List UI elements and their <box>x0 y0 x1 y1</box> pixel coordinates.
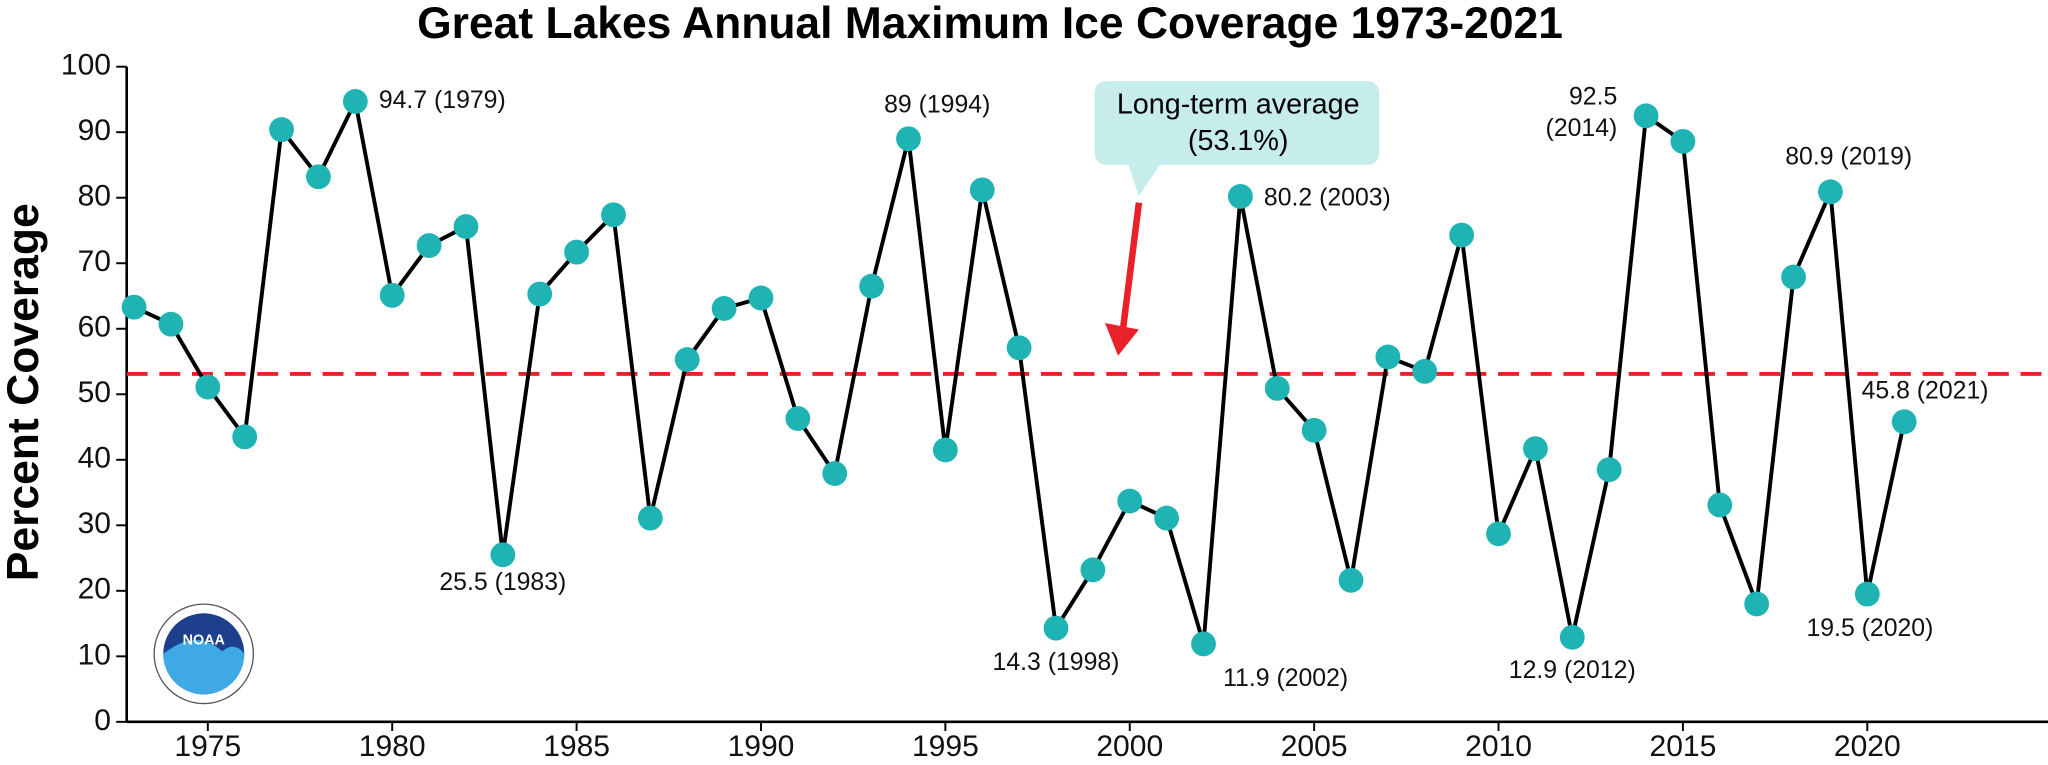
data-point <box>711 296 737 321</box>
data-point <box>1117 488 1143 514</box>
y-tick-label: 100 <box>61 49 111 82</box>
callout: Long-term average (53.1%) <box>1094 81 1380 197</box>
x-tick-label: 1975 <box>174 730 241 763</box>
callout-text: Long-term average <box>1117 89 1360 121</box>
data-point <box>416 233 442 258</box>
logo-wave <box>163 640 245 695</box>
x-tick-label: 2020 <box>1834 730 1901 763</box>
data-point <box>969 177 995 203</box>
data-point <box>121 294 147 320</box>
data-point <box>1412 358 1438 384</box>
y-tick-label: 10 <box>78 638 111 671</box>
data-point <box>158 311 184 337</box>
data-point <box>342 88 368 114</box>
callout-text: (53.1%) <box>1188 125 1289 157</box>
y-axis-label: Percent Coverage <box>0 203 48 581</box>
data-point <box>674 347 700 372</box>
y-tick-label: 60 <box>78 311 111 344</box>
y-tick-label: 50 <box>78 376 111 409</box>
data-point <box>527 281 553 307</box>
data-point <box>1043 615 1069 641</box>
x-tick-label: 1990 <box>728 730 795 763</box>
chart-title: Great Lakes Annual Maximum Ice Coverage … <box>417 0 1563 48</box>
data-point <box>379 282 405 308</box>
x-tick-label: 1995 <box>912 730 979 763</box>
noaa-logo: NOAA <box>153 603 255 705</box>
data-point <box>637 505 663 531</box>
x-tick-label: 1980 <box>359 730 426 763</box>
data-point <box>601 202 626 228</box>
value-label: 14.3 (1998) <box>993 649 1120 676</box>
data-point <box>1154 505 1180 531</box>
data-point <box>232 424 258 450</box>
data-point <box>453 214 479 239</box>
x-tick-label: 2015 <box>1650 730 1717 763</box>
data-point <box>1633 103 1659 129</box>
callout-arrowhead <box>1104 323 1139 356</box>
y-tick-label: 70 <box>78 245 111 278</box>
data-point <box>1818 179 1843 205</box>
y-tick-label: 80 <box>78 180 111 213</box>
value-label: 89 (1994) <box>884 92 990 119</box>
callout-bubble <box>1094 81 1380 197</box>
data-point <box>1707 492 1733 518</box>
y-tick-label: 0 <box>94 704 111 737</box>
value-label-line: (2014) <box>1546 114 1618 141</box>
data-point <box>1670 128 1696 154</box>
data-point <box>748 285 774 311</box>
x-tick-label: 1985 <box>543 730 610 763</box>
value-label: 80.2 (2003) <box>1264 185 1391 212</box>
data-point <box>490 542 516 568</box>
data-point <box>1781 264 1806 290</box>
data-point <box>1891 409 1917 435</box>
x-tick-label: 2000 <box>1096 730 1163 763</box>
value-label-line: 92.5 <box>1569 83 1617 110</box>
x-tick-label: 2005 <box>1281 730 1348 763</box>
data-point <box>896 126 921 152</box>
value-label: 80.9 (2019) <box>1785 143 1912 170</box>
value-label: 45.8 (2021) <box>1862 377 1989 404</box>
data-point <box>1264 375 1290 401</box>
data-point <box>1375 344 1401 370</box>
data-point <box>1449 222 1475 248</box>
data-point <box>1191 631 1216 657</box>
value-label: 12.9 (2012) <box>1509 657 1636 684</box>
y-tick-label: 20 <box>78 573 111 606</box>
data-point <box>1227 183 1253 209</box>
value-label: 19.5 (2020) <box>1806 615 1933 642</box>
data-point <box>1486 521 1511 547</box>
data-point <box>859 273 885 299</box>
y-tick-label: 90 <box>78 114 111 147</box>
data-point <box>822 461 848 486</box>
callout-arrow <box>1120 202 1143 328</box>
data-point <box>564 239 590 265</box>
value-label: 11.9 (2002) <box>1223 665 1348 692</box>
y-tick-label: 30 <box>78 507 111 540</box>
data-point <box>1301 417 1327 443</box>
x-tick-label: 2010 <box>1465 730 1532 763</box>
data-point <box>1080 557 1106 583</box>
data-point <box>1596 457 1622 483</box>
data-point <box>1744 591 1770 617</box>
data-point <box>1854 581 1880 607</box>
value-label: 25.5 (1983) <box>439 569 566 596</box>
data-point <box>1338 567 1364 593</box>
value-label: 94.7 (1979) <box>379 87 506 114</box>
data-point <box>269 117 294 143</box>
data-point <box>1522 436 1548 462</box>
value-label: 92.5 (2014) <box>1546 83 1618 141</box>
data-point <box>1559 624 1585 650</box>
data-point <box>306 164 331 190</box>
data-point <box>1006 335 1032 361</box>
data-point <box>785 406 811 431</box>
y-tick-label: 40 <box>78 442 111 475</box>
data-point <box>195 374 221 400</box>
data-point <box>932 437 958 463</box>
logo-text: NOAA <box>183 633 225 649</box>
